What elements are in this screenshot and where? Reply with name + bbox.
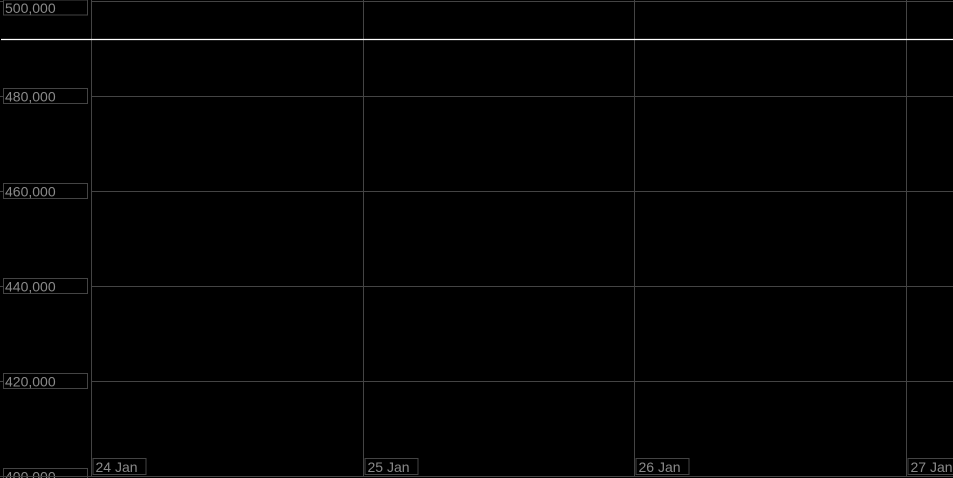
y-tick-label-box (3, 0, 88, 16)
y-tick-label-box (3, 278, 88, 294)
y-tick-label: 480,000 (5, 89, 56, 105)
x-tick-label-box (364, 458, 419, 475)
y-tick-label: 500,000 (5, 0, 56, 16)
x-tick-label-box (635, 458, 690, 475)
y-tick-label-box (3, 373, 88, 389)
x-tick-label-box (92, 458, 147, 475)
y-tick-label: 440,000 (5, 279, 56, 295)
y-tick-label-box (3, 183, 88, 199)
x-tick-label: 26 Jan (639, 459, 681, 475)
y-tick-label-box (3, 88, 88, 104)
y-tick-label: 420,000 (5, 374, 56, 390)
y-tick-label: 460,000 (5, 184, 56, 200)
x-tick-label-box (907, 458, 953, 475)
x-tick-label: 25 Jan (368, 459, 410, 475)
y-tick-label: 400,000 (5, 469, 56, 478)
x-tick-label: 24 Jan (96, 459, 138, 475)
x-tick-label: 27 Jan (911, 459, 953, 475)
